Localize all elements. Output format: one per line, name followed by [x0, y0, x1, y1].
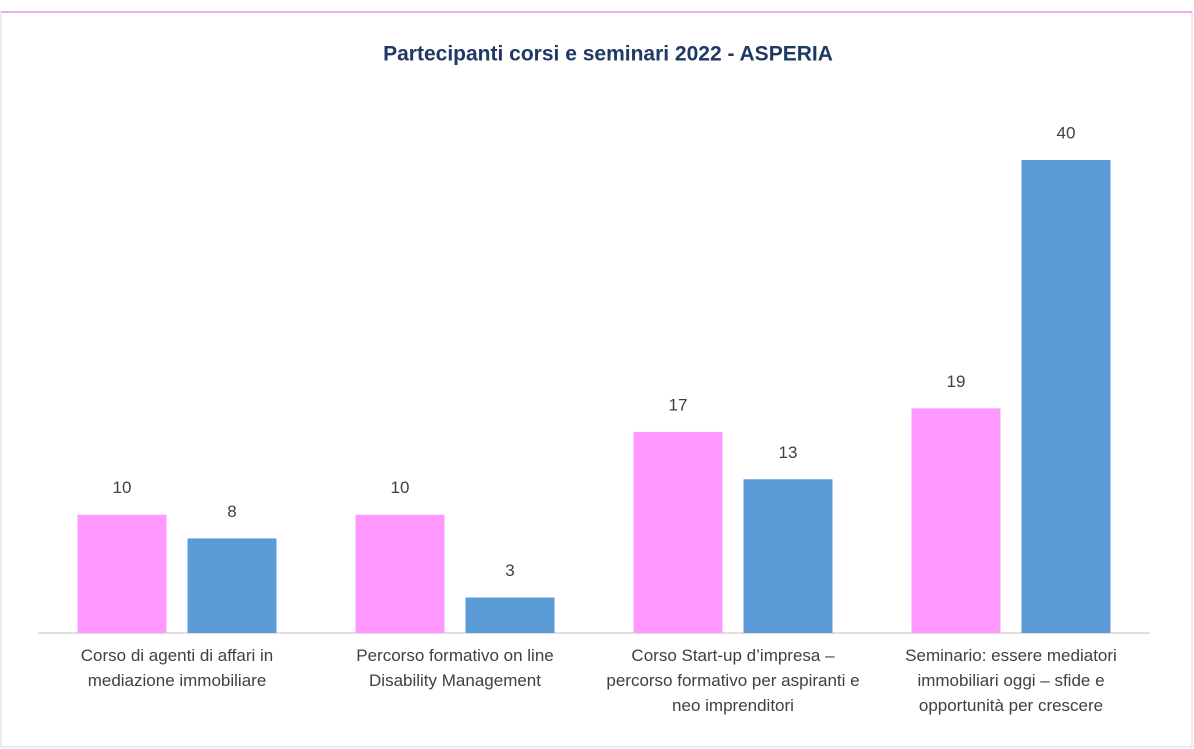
data-label: 10	[113, 478, 132, 497]
data-label: 17	[669, 395, 688, 414]
bar	[465, 597, 555, 633]
chart-frame	[0, 11, 1193, 748]
bar	[911, 408, 1001, 633]
x-tick-label: Corso Start-up d’impresa – percorso form…	[606, 646, 860, 715]
x-tick-label: Seminario: essere mediatori immobiliari …	[905, 646, 1117, 715]
data-label: 3	[505, 561, 514, 580]
bar	[743, 479, 833, 633]
x-tick-label: Corso di agenti di affari in mediazione …	[80, 646, 274, 690]
bar	[355, 514, 445, 633]
bar	[77, 514, 167, 633]
chart-title: Partecipanti corsi e seminari 2022 - ASP…	[383, 43, 833, 66]
data-label: 8	[227, 502, 236, 521]
bar	[633, 431, 723, 633]
x-tick-label: Percorso formativo on line Disability Ma…	[356, 646, 554, 690]
data-label: 13	[779, 443, 798, 462]
data-label: 10	[391, 478, 410, 497]
data-label: 40	[1057, 123, 1076, 142]
bar	[1021, 160, 1111, 633]
bar	[187, 538, 277, 633]
data-label: 19	[947, 372, 966, 391]
